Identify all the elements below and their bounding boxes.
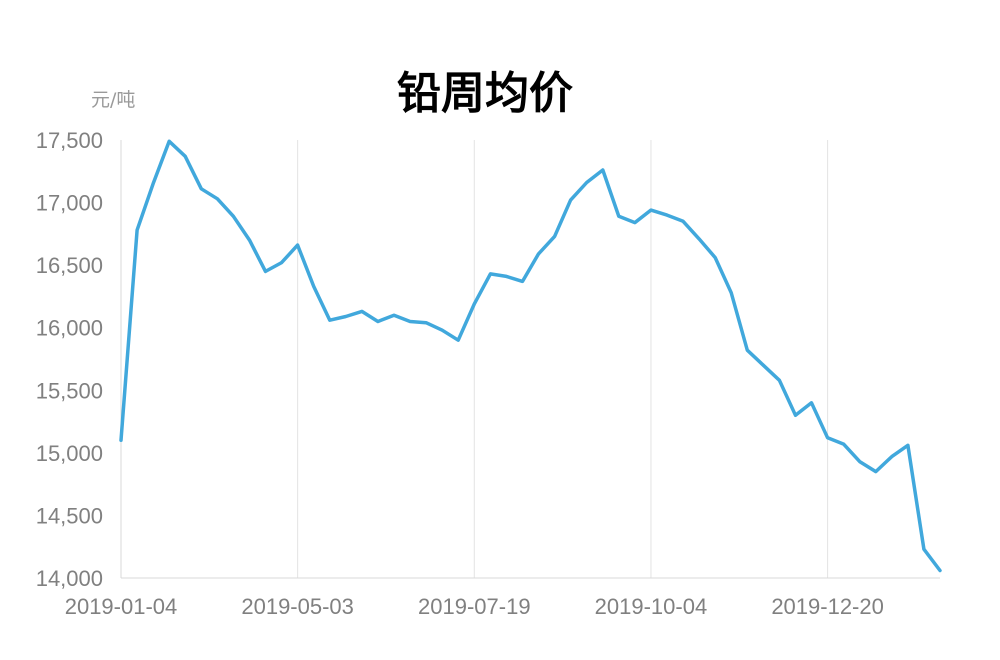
x-tick-label: 2019-10-04 xyxy=(595,594,708,619)
x-tick-label: 2019-12-20 xyxy=(771,594,884,619)
gridlines xyxy=(297,140,829,578)
y-tick-label: 14,500 xyxy=(36,503,103,528)
series-group xyxy=(119,139,942,573)
x-tick-labels: 2019-01-04 2019-05-03 2019-07-19 2019-10-04… xyxy=(65,594,884,619)
y-tick-labels: 14,000 14,500 15,000 15,500 16,000 16,500 17,0… xyxy=(36,128,103,591)
x-tick-label: 2019-01-04 xyxy=(65,594,178,619)
y-axis-unit: 元/吨 xyxy=(91,89,135,111)
y-tick-label: 16,000 xyxy=(36,316,103,341)
y-tick-label: 15,000 xyxy=(36,441,103,466)
series-line xyxy=(119,139,942,573)
x-tick-label: 2019-07-19 xyxy=(418,594,531,619)
y-tick-label: 15,500 xyxy=(36,378,103,403)
y-tick-label: 17,500 xyxy=(36,128,103,153)
y-tick-label: 16,500 xyxy=(36,253,103,278)
y-tick-label: 14,000 xyxy=(36,566,103,591)
axes xyxy=(120,140,940,579)
chart-title: 铅周均价 xyxy=(397,68,573,119)
y-tick-label: 17,000 xyxy=(36,191,103,216)
x-tick-label: 2019-05-03 xyxy=(241,594,354,619)
